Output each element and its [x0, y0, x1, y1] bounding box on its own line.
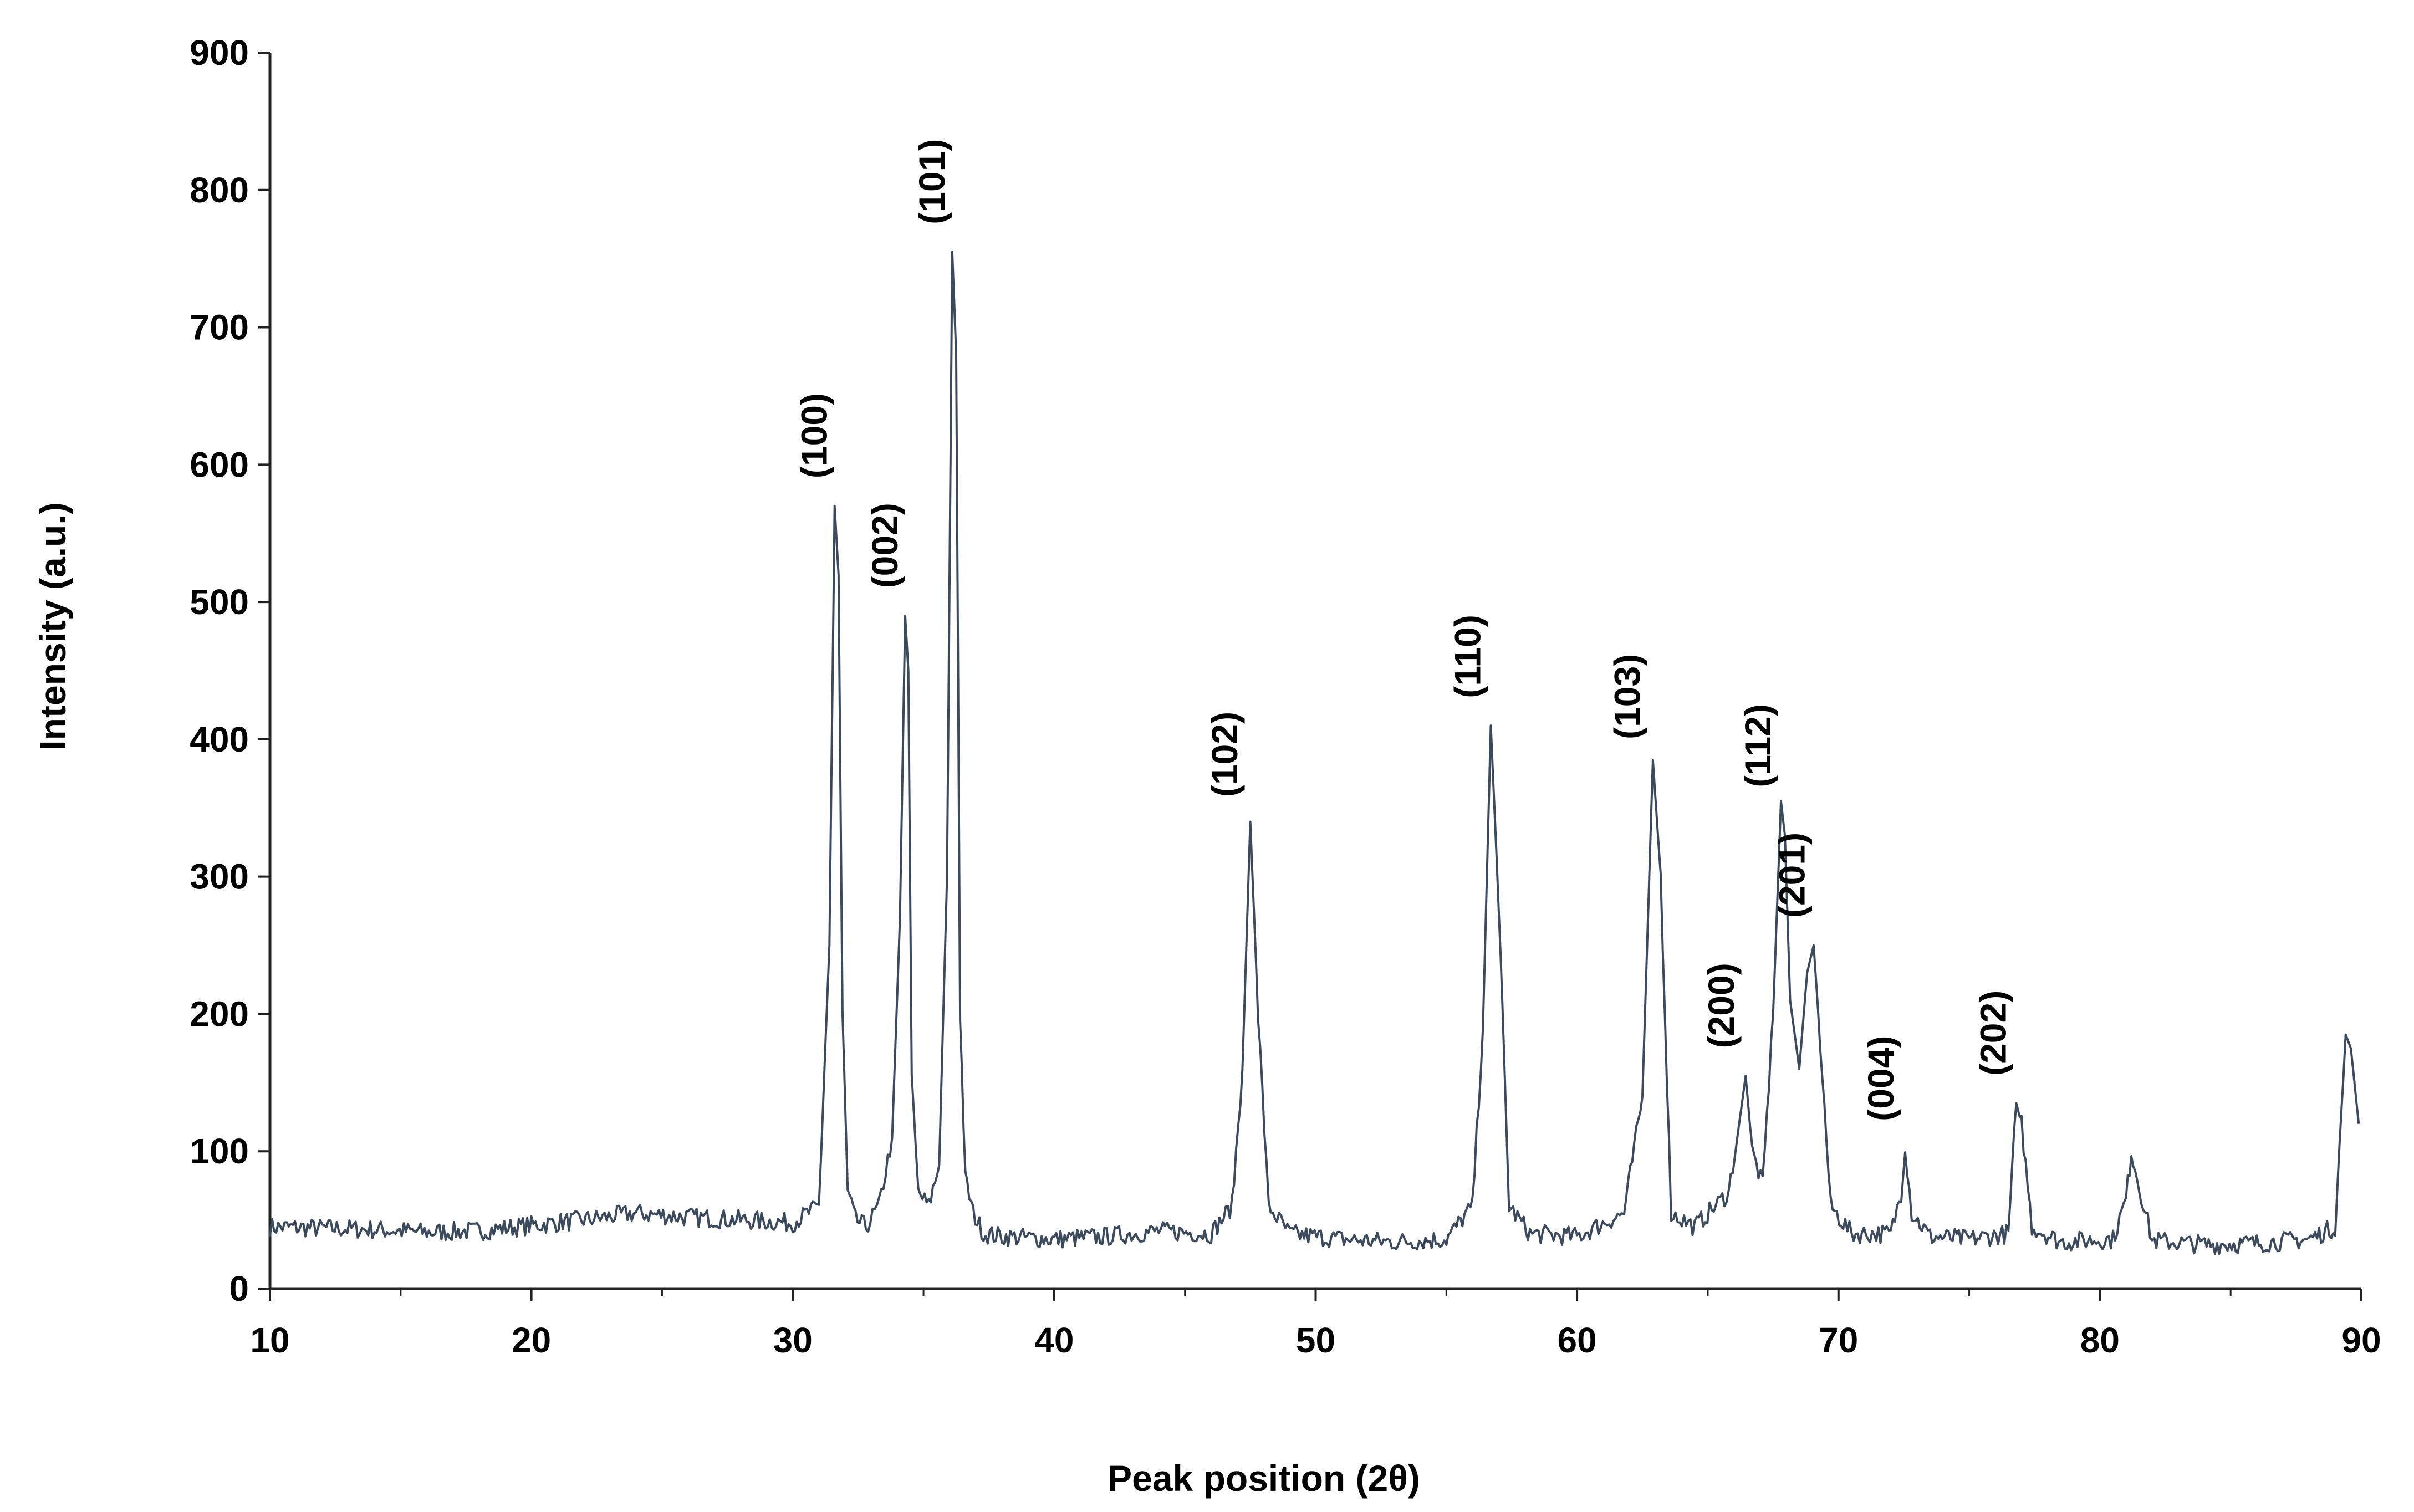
x-tick-label: 30: [773, 1320, 813, 1360]
y-tick-label: 200: [190, 994, 249, 1034]
x-tick-label: 70: [1819, 1320, 1858, 1360]
y-tick-label: 500: [190, 582, 249, 622]
peak-label: (101): [911, 139, 952, 224]
peak-label: (202): [1973, 990, 2014, 1076]
peak-label: (200): [1701, 963, 1742, 1048]
y-tick-label: 400: [190, 719, 249, 759]
peak-label: (004): [1860, 1036, 1901, 1121]
y-tick-label: 800: [190, 170, 249, 210]
y-axis-title: Intensity (a.u.): [32, 502, 73, 750]
x-tick-label: 60: [1558, 1320, 1597, 1360]
x-tick-label: 50: [1296, 1320, 1335, 1360]
y-tick-label: 0: [229, 1269, 249, 1309]
peak-label: (102): [1204, 712, 1245, 797]
x-tick-label: 20: [512, 1320, 551, 1360]
x-tick-label: 80: [2080, 1320, 2120, 1360]
y-tick-label: 700: [190, 308, 249, 348]
x-axis-title: Peak position (2θ): [1108, 1458, 1420, 1499]
y-tick-label: 300: [190, 857, 249, 897]
peak-label: (110): [1447, 615, 1488, 698]
peak-label: (201): [1771, 832, 1812, 918]
y-tick-label: 900: [190, 33, 249, 73]
peak-label: (002): [864, 503, 905, 588]
peak-labels: (100) (002) (101) (102) (110) (103) (200) (112)…: [794, 139, 2014, 1121]
y-tick-label: 100: [190, 1131, 249, 1171]
x-tick-label: 40: [1034, 1320, 1074, 1360]
peak-label: (112): [1737, 704, 1778, 787]
series-line: [269, 251, 2360, 1255]
x-tick-label: 10: [250, 1320, 289, 1360]
ticks: 0 100 200 300 400 500 600 700 800 900 10 20 30 40 50 60…: [190, 33, 2381, 1360]
peak-label: (100): [794, 393, 835, 478]
peak-label: (103): [1606, 654, 1647, 739]
y-tick-label: 600: [190, 445, 249, 484]
x-tick-label: 90: [2341, 1320, 2381, 1360]
